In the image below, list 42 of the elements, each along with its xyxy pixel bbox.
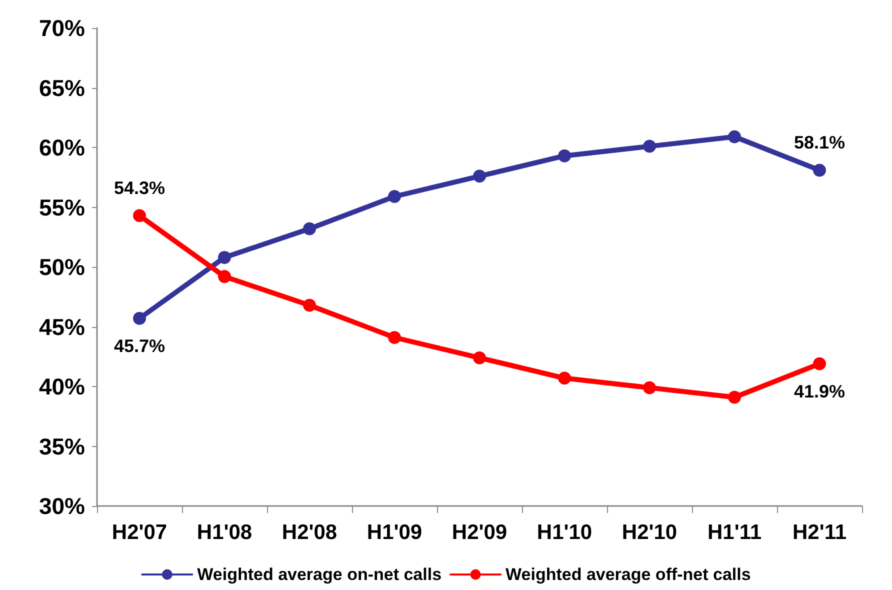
y-tick-label: 65% (38, 74, 85, 101)
x-tick-label: H1'10 (536, 521, 592, 544)
point (218, 250, 231, 264)
point (388, 331, 401, 344)
point (303, 298, 316, 312)
y-tick-label: 55% (38, 194, 85, 220)
data-label: 54.3% (114, 178, 166, 198)
point (728, 130, 741, 144)
point (388, 190, 401, 203)
y-tick-label: 40% (38, 374, 85, 400)
point (728, 390, 741, 404)
x-tick-label: H2'08 (282, 521, 338, 544)
point (813, 357, 826, 370)
data-label: 41.9% (794, 381, 846, 402)
y-tick-label: 45% (38, 314, 85, 340)
point (643, 381, 656, 394)
y-tick-label: 30% (38, 493, 85, 519)
point (558, 149, 571, 162)
y-tick-label: 35% (38, 433, 85, 460)
point (218, 270, 231, 284)
x-tick-label: H2'09 (452, 521, 508, 544)
point (813, 164, 826, 177)
x-tick-label: H1'09 (366, 521, 422, 544)
x-tick-label: H2'10 (622, 521, 678, 544)
y-tick-label: 70% (38, 15, 85, 41)
y-tick-label: 60% (38, 134, 85, 160)
point (558, 372, 571, 385)
x-tick-label: H1'11 (707, 521, 762, 544)
x-tick-label: H1'08 (196, 521, 252, 544)
data-label: 45.7% (114, 336, 166, 356)
point (133, 209, 146, 222)
y-tick-label: 50% (38, 254, 85, 280)
point (473, 351, 486, 364)
legend-label: Weighted average off-net calls (506, 565, 751, 584)
point (133, 312, 146, 325)
data-label: 58.1% (794, 132, 846, 153)
point (303, 222, 316, 236)
legend-label: Weighted average on-net calls (197, 565, 442, 584)
x-tick-label: H2'11 (792, 521, 847, 544)
point (643, 140, 656, 153)
point (473, 170, 486, 183)
x-tick-label: H2'07 (112, 521, 168, 544)
